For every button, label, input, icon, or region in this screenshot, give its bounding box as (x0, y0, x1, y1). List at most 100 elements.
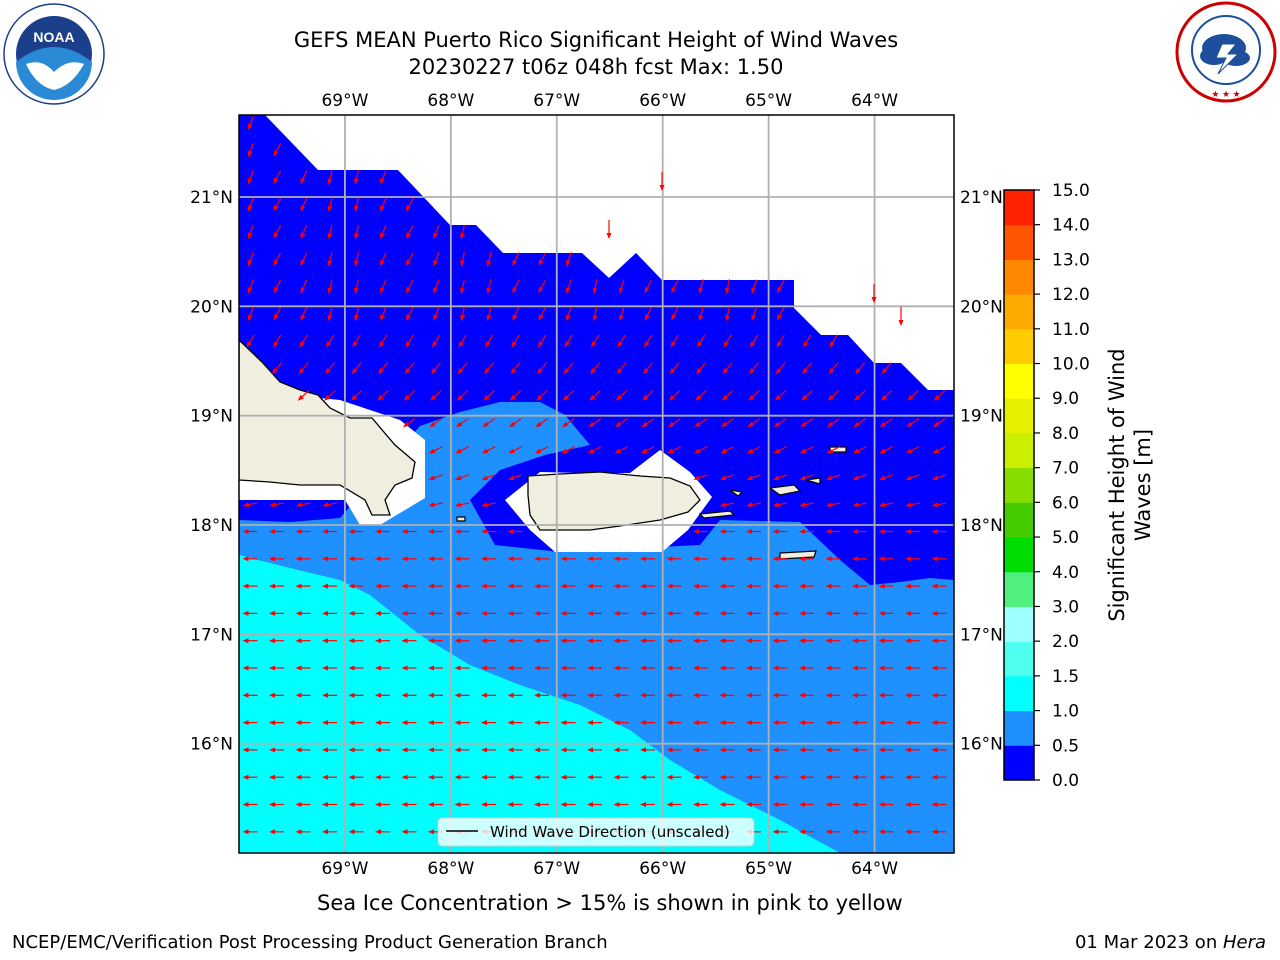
wave-arrow-head (486, 314, 492, 322)
wave-arrow-head (693, 529, 699, 534)
wave-arrow-head (300, 259, 306, 267)
wave-arrow-head (481, 692, 487, 698)
wave-arrow-head (799, 665, 805, 671)
wave-arrow-head (295, 583, 302, 589)
lat-tick-label: 18°N (960, 516, 1003, 536)
lat-labels-left: 21°N 20°N 19°N 18°N 17°N 16°N (190, 188, 233, 755)
wave-arrow-head (534, 638, 540, 644)
wave-arrow-head (696, 368, 702, 375)
wave-arrow-head (615, 394, 622, 401)
wave-arrow-head (295, 829, 302, 835)
wave-arrow-head (460, 260, 465, 267)
wave-arrow-head (721, 421, 728, 428)
wave-arrow-head (880, 421, 887, 428)
wave-arrow-head (659, 185, 665, 191)
lat-tick-label: 18°N (190, 516, 233, 536)
wave-arrow-head (560, 610, 567, 616)
wave-arrow-head (295, 610, 302, 616)
wave-arrow-head (512, 314, 518, 321)
wave-arrow-head (401, 610, 408, 616)
lon-tick-label: 64°W (851, 859, 898, 879)
wave-arrow-head (560, 774, 567, 780)
wave-arrow-head (401, 829, 408, 835)
wave-arrow-head (905, 448, 913, 454)
wave-arrow-head (512, 287, 518, 294)
wave-arrow-head (534, 802, 540, 807)
wave-arrow-head (405, 314, 411, 321)
wave-arrow-head (772, 802, 779, 807)
colorbar-tick-label: 4.0 (1052, 563, 1079, 583)
wave-arrow-head (429, 421, 436, 428)
wave-arrow-head (377, 394, 384, 401)
wave-arrow-head (401, 665, 408, 671)
wave-arrow-head (589, 394, 596, 401)
wave-arrow-head (825, 692, 832, 698)
wave-arrow-head (348, 583, 355, 589)
wave-arrow-head (852, 747, 858, 753)
wave-arrow-head (772, 610, 779, 616)
wave-arrow-head (587, 747, 593, 753)
org-credit: NCEP/EMC/Verification Post Processing Pr… (12, 932, 608, 953)
wave-arrow-head (348, 529, 355, 534)
wave-arrow-head (613, 583, 620, 589)
wave-arrow-head (348, 802, 355, 807)
lon-tick-label: 64°W (851, 91, 898, 111)
lon-tick-label: 65°W (745, 859, 792, 879)
wave-arrow-head (905, 720, 911, 726)
wave-arrow-head (273, 177, 279, 185)
wave-arrow-head (606, 233, 612, 239)
wave-arrow-head (746, 747, 752, 753)
wave-arrow-head (932, 448, 939, 454)
wave-arrow-head (454, 638, 461, 644)
wave-arrow-head (852, 448, 860, 454)
wave-arrow-head (671, 286, 677, 294)
wave-arrow-head (272, 368, 278, 375)
wave-arrow-head (853, 421, 860, 428)
wave-arrow-head (428, 747, 434, 753)
colorbar-tick-label: 14.0 (1052, 216, 1090, 236)
wave-arrow-head (509, 421, 516, 428)
wave-arrow-head (432, 341, 438, 348)
wave-arrow-head (428, 692, 434, 698)
wave-arrow-head (242, 774, 249, 780)
wave-arrow-head (799, 720, 805, 726)
wave-arrow-head (273, 232, 279, 239)
wave-arrow-head (825, 720, 832, 726)
wave-arrow-head (587, 448, 595, 454)
wave-arrow-head (722, 368, 729, 375)
wave-arrow-head (644, 286, 650, 294)
wave-arrow-head (825, 802, 832, 807)
wave-arrow-head (242, 665, 249, 671)
wave-arrow-head (405, 204, 411, 212)
wave-arrow-head (375, 720, 381, 726)
wave-arrow-head (242, 583, 249, 589)
colorbar-segment (1004, 224, 1034, 260)
colorbar-segment (1004, 294, 1034, 330)
wave-arrow-head (507, 556, 514, 562)
wave-arrow-head (799, 448, 807, 454)
wave-arrow-head (300, 205, 306, 212)
wave-arrow-head (454, 610, 461, 616)
wave-arrow-head (242, 802, 249, 807)
wave-arrow-head (803, 341, 809, 348)
wave-arrow-head (322, 802, 328, 807)
lat-tick-label: 17°N (190, 625, 233, 645)
wave-arrow-head (852, 720, 858, 726)
wave-arrow-head (481, 556, 487, 562)
wave-arrow-head (242, 720, 249, 726)
wave-arrow-head (454, 692, 461, 698)
wave-arrow-head (401, 774, 408, 780)
wave-arrow-head (507, 529, 514, 534)
wave-arrow-head (405, 259, 411, 266)
wave-arrow-head (613, 692, 620, 698)
wave-arrow-head (404, 368, 411, 375)
land (239, 339, 847, 560)
date-credit: 01 Mar 2023 on Hera (1075, 932, 1266, 953)
wave-arrow-head (772, 556, 779, 562)
wave-arrow-head (802, 368, 808, 375)
wave-arrow-head (403, 394, 410, 401)
wave-arrow-head (905, 583, 911, 589)
wave-arrow-head (746, 774, 752, 780)
colorbar-tick-label: 15.0 (1052, 181, 1090, 201)
wave-arrow-head (746, 583, 752, 589)
